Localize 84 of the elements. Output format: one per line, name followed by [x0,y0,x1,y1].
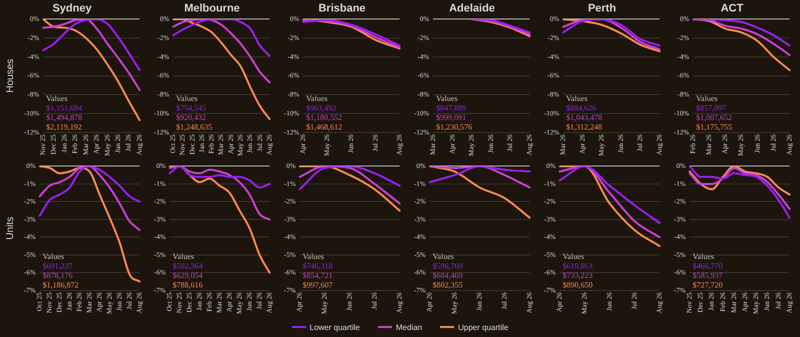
line-series [172,19,271,120]
line-series [38,166,141,217]
y-axis-title: Units [4,216,16,240]
annotation: $857,097 [696,103,726,112]
line-series [298,166,401,212]
chart-title: Perth [588,2,616,15]
chart-title: Brisbane [318,2,366,15]
annotation: $619,863 [562,261,593,270]
line-series [428,166,531,184]
annotation: $1,468,612 [306,122,342,132]
annotation: $1,312,248 [566,122,602,132]
annotation: $847,889 [436,103,466,112]
line-series [168,166,271,274]
line-series [688,166,791,210]
annotation: $2,119,192 [46,122,82,132]
annotation: Values [306,94,328,103]
line-series [688,166,791,196]
chart-title: Adelaide [449,2,495,15]
legend-label: Median [396,322,422,332]
annotation: $1,494,878 [46,112,82,122]
annotation: $1,180,552 [306,112,342,122]
line-series [168,166,271,220]
annotation: $1,175,755 [696,122,732,132]
line-series [172,19,271,57]
annotation: Values [566,94,588,103]
line-series [38,166,141,232]
annotation: Values [696,94,718,103]
line-series [42,19,141,72]
annotation: $788,616 [172,280,203,290]
annotation: Values [176,94,198,103]
annotation: $1,007,652 [696,112,732,122]
annotation: Values [302,252,324,261]
annotation: $629,054 [172,270,203,280]
annotation: $878,176 [42,270,73,280]
annotation: Values [562,252,584,261]
line-series [692,19,791,56]
annotation: $727,720 [692,280,723,290]
line-series [428,166,531,188]
annotation: $920,432 [176,112,206,122]
line-series [688,166,791,219]
line-series [428,166,531,219]
line-series [692,19,791,47]
y-axis-title: Houses [4,58,16,93]
line-series [298,166,401,204]
legend-label: Lower quartile [310,322,360,332]
annotation: Values [692,252,714,261]
annotation: Values [42,252,64,261]
annotation: Values [432,252,454,261]
annotation: $999,091 [436,112,466,122]
chart-title: Melbourne [184,2,240,15]
line-series [168,166,271,188]
line-series [692,19,791,72]
annotation: $890,650 [562,280,593,290]
annotation: $502,364 [172,261,203,270]
annotation: Values [172,252,194,261]
line-series [558,166,661,224]
annotation: $1,186,872 [42,280,79,290]
annotation: $585,937 [692,270,723,280]
annotation: $854,721 [302,270,333,280]
annotation: $1,248,635 [176,122,212,132]
annotation: $1,230,576 [436,122,472,132]
annotation: $754,545 [176,103,206,112]
annotation: $746,318 [302,261,333,270]
line-series [42,19,141,91]
line-series [38,166,141,283]
annotation: $691,237 [42,261,73,270]
annotation: Values [436,94,458,103]
chart-title: Sydney [52,2,92,15]
annotation: $684,469 [432,270,463,280]
annotation: $802,355 [432,280,463,290]
annotation: $466,770 [692,261,723,270]
annotation: $1,151,694 [46,103,82,112]
line-series [42,19,141,122]
line-series [298,166,401,190]
annotation: Values [46,94,68,103]
chart-title: ACT [720,2,744,15]
annotation: $884,626 [566,103,596,112]
line-series [172,19,271,84]
annotation: $963,492 [306,103,336,112]
annotation: $1,043,478 [566,112,602,122]
annotation: $997,607 [302,280,333,290]
annotation: $596,760 [432,261,463,270]
legend-label: Upper quartile [458,322,508,332]
annotation: $733,223 [562,270,593,280]
